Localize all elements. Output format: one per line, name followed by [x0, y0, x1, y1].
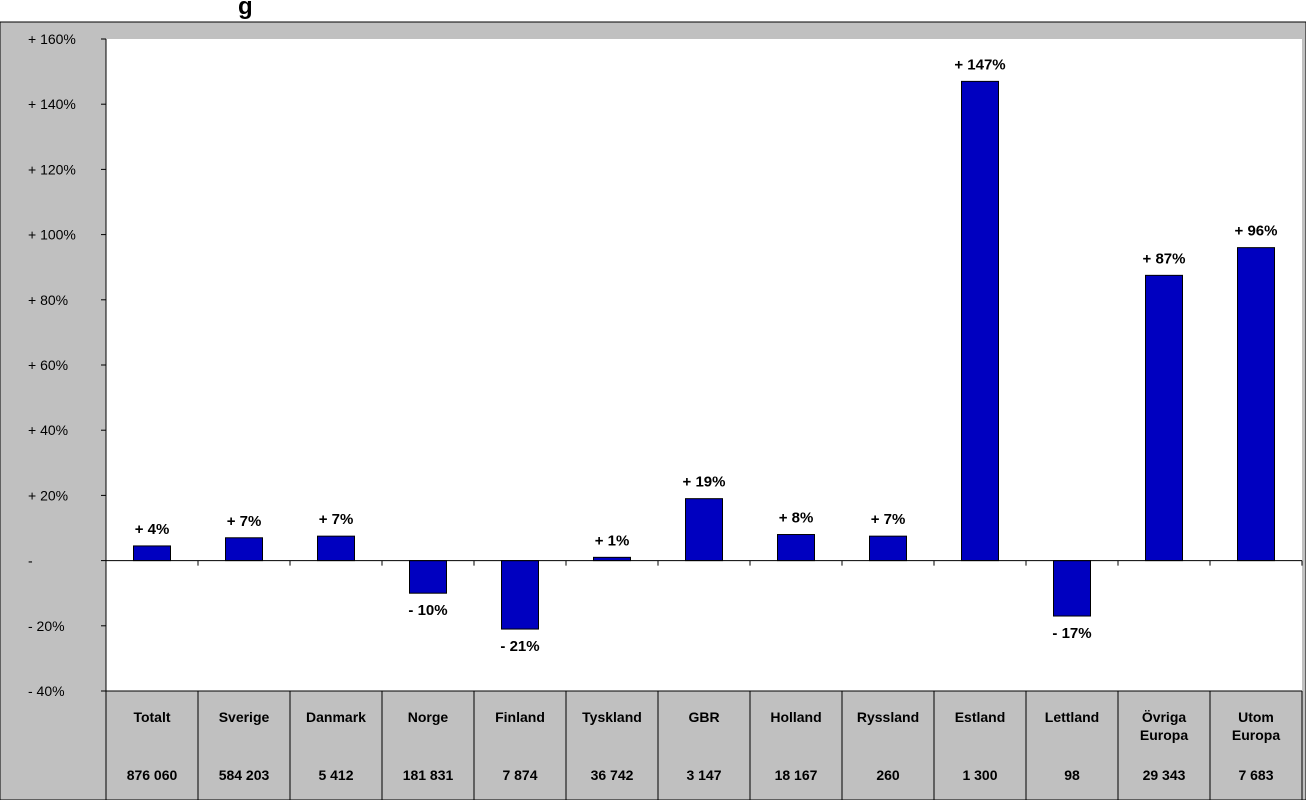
category-label: Europa [1232, 727, 1280, 743]
y-tick-label: + 60% [28, 357, 68, 373]
category-value: 5 412 [318, 767, 353, 783]
y-tick-label: + 100% [28, 227, 76, 243]
category-value: 7 874 [502, 767, 537, 783]
category-label: Finland [495, 709, 545, 725]
data-label: + 8% [779, 510, 814, 527]
y-tick-label: + 80% [28, 292, 68, 308]
category-value: 260 [876, 767, 900, 783]
y-tick-label: + 140% [28, 96, 76, 112]
data-label: + 147% [954, 56, 1005, 73]
category-value: 7 683 [1238, 767, 1273, 783]
bar [1145, 274, 1183, 562]
category-label: Holland [770, 709, 821, 725]
page-top-band [0, 0, 1306, 22]
category-label: Övriga [1142, 709, 1187, 725]
data-label: - 10% [408, 602, 447, 619]
data-label: + 7% [227, 513, 262, 530]
y-tick-label: + 20% [28, 487, 68, 503]
data-label: + 87% [1143, 250, 1186, 267]
bars [133, 80, 1275, 630]
bar [961, 80, 999, 562]
data-label: + 1% [595, 532, 630, 549]
title-fragment: g [238, 0, 253, 20]
data-label: - 21% [500, 638, 539, 655]
bar [777, 534, 815, 562]
category-label: Totalt [133, 709, 170, 725]
y-tick-label: - 40% [28, 683, 65, 699]
category-label: Estland [955, 709, 1006, 725]
category-label: Tyskland [582, 709, 642, 725]
category-label: GBR [688, 709, 719, 725]
category-value: 29 343 [1143, 767, 1186, 783]
category-label: Utom [1238, 709, 1274, 725]
data-label: - 17% [1052, 625, 1091, 642]
category-value: 18 167 [775, 767, 818, 783]
category-label: Sverige [219, 709, 270, 725]
bar [1053, 560, 1091, 617]
y-tick-label: + 120% [28, 161, 76, 177]
bar [501, 560, 539, 630]
category-value: 1 300 [962, 767, 997, 783]
category-value: 98 [1064, 767, 1080, 783]
y-tick-label: + 40% [28, 422, 68, 438]
bar [133, 545, 171, 562]
bar [685, 498, 723, 562]
data-label: + 96% [1235, 223, 1278, 240]
bar [225, 537, 263, 562]
plot-area [106, 39, 1302, 691]
y-tick-label: - [28, 553, 33, 569]
y-tick-label: + 160% [28, 31, 76, 47]
bar [1237, 247, 1275, 562]
data-label: + 7% [871, 511, 906, 528]
category-value: 36 742 [591, 767, 634, 783]
category-value: 584 203 [219, 767, 270, 783]
data-labels: + 4% + 7% + 7% - 10% - 21% + 1% + 19% + 8% + 7% +… [135, 56, 1278, 655]
bar [409, 560, 447, 594]
category-value: 181 831 [403, 767, 454, 783]
data-label: + 19% [683, 474, 726, 491]
axes [105, 39, 1303, 691]
category-label: Norge [408, 709, 449, 725]
data-label: + 7% [319, 511, 354, 528]
category-labels: Totalt 876 060 Sverige 584 203 Danmark 5 412 N… [105, 690, 1303, 800]
category-value: 3 147 [686, 767, 721, 783]
y-axis-ticks: + 160% + 140% + 120% + 100% + 80% + 60% + 40% +… [28, 31, 106, 699]
data-label: + 4% [135, 521, 170, 538]
y-tick-label: - 20% [28, 618, 65, 634]
category-label: Danmark [306, 709, 366, 725]
category-label: Ryssland [857, 709, 919, 725]
category-label: Europa [1140, 727, 1188, 743]
bar [317, 535, 355, 562]
category-value: 876 060 [127, 767, 178, 783]
category-label: Lettland [1045, 709, 1099, 725]
bar [869, 535, 907, 562]
